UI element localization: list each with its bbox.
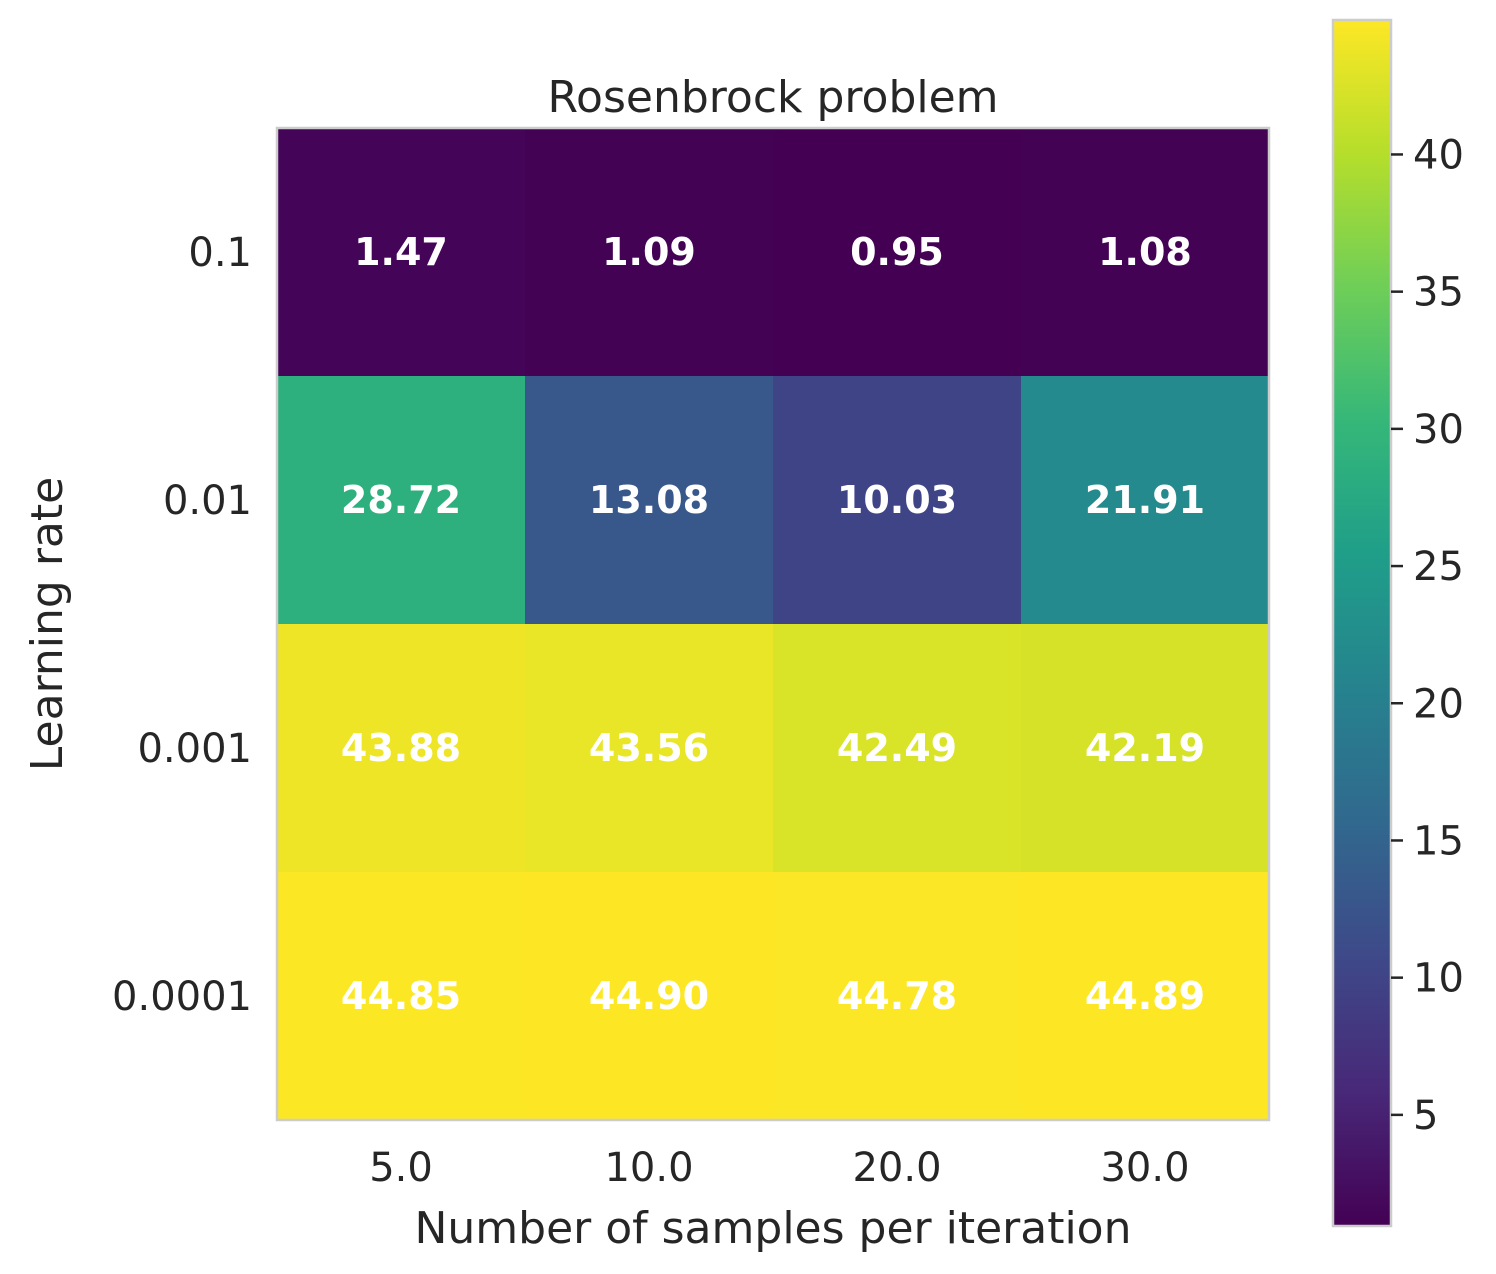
cell-value-label: 44.85	[341, 974, 461, 1018]
heatmap-cell	[773, 872, 1022, 1121]
heatmap-cell	[525, 128, 774, 377]
colorbar-tick-label: 10	[1413, 956, 1464, 1002]
colorbar-tick-label: 35	[1413, 270, 1464, 316]
cell-value-label: 1.08	[1098, 230, 1192, 274]
colorbar-tick-label: 5	[1413, 1093, 1438, 1139]
x-tick-label: 10.0	[604, 1145, 693, 1191]
heatmap-cell	[1021, 872, 1270, 1121]
heatmap-cell	[277, 376, 526, 625]
heatmap-cell-labels: 1.47 1.09 0.95 1.08 28.72 13.08 10.03 21.91 43.8…	[341, 230, 1205, 1018]
heatmap-cell	[277, 624, 526, 873]
cell-value-label: 43.56	[589, 726, 709, 770]
heatmap-cell	[525, 376, 774, 625]
cell-value-label: 43.88	[341, 726, 461, 770]
colorbar-tick-label: 15	[1413, 818, 1464, 864]
colorbar-tick-label: 20	[1413, 681, 1464, 727]
heatmap-cell	[773, 376, 1022, 625]
y-tick-label: 0.1	[188, 230, 252, 276]
y-tick-label: 0.001	[137, 726, 252, 772]
colorbar-tick-label: 25	[1413, 544, 1464, 590]
cell-value-label: 1.09	[602, 230, 696, 274]
cell-value-label: 13.08	[589, 478, 709, 522]
cell-value-label: 42.49	[837, 726, 957, 770]
colorbar-gradient	[1333, 20, 1391, 1226]
cell-value-label: 42.19	[1085, 726, 1205, 770]
cell-value-label: 21.91	[1085, 478, 1205, 522]
x-tick-label: 20.0	[852, 1145, 941, 1191]
x-tick-label: 30.0	[1100, 1145, 1189, 1191]
cell-value-label: 1.47	[354, 230, 448, 274]
cell-value-label: 28.72	[341, 478, 461, 522]
x-tick-label: 5.0	[369, 1145, 433, 1191]
y-tick-label: 0.0001	[112, 974, 252, 1020]
heatmap-cell	[525, 624, 774, 873]
y-axis-label: Learning rate	[22, 477, 73, 771]
plot-frame	[275, 126, 1271, 1122]
colorbar: 5 10 15 20 25 30 35 40	[1331, 18, 1464, 1228]
heatmap-cell	[773, 624, 1022, 873]
cell-value-label: 44.78	[837, 974, 957, 1018]
chart-title: Rosenbrock problem	[547, 72, 998, 123]
heatmap-cell	[277, 872, 526, 1121]
heatmap-cell	[1021, 376, 1270, 625]
heatmap-cell	[525, 872, 774, 1121]
colorbar-frame	[1331, 18, 1393, 1228]
heatmap-cell	[773, 128, 1022, 377]
heatmap-cell	[277, 128, 526, 377]
y-tick-label: 0.01	[163, 478, 252, 524]
x-axis-ticks: 5.0 10.0 20.0 30.0	[369, 1145, 1189, 1191]
cell-value-label: 44.89	[1085, 974, 1205, 1018]
x-axis-label: Number of samples per iteration	[415, 1203, 1132, 1254]
y-axis-ticks: 0.1 0.01 0.001 0.0001	[112, 230, 252, 1020]
heatmap-cells	[277, 128, 1270, 1121]
colorbar-tick-label: 30	[1413, 407, 1464, 453]
cell-value-label: 44.90	[589, 974, 709, 1018]
cell-value-label: 10.03	[837, 478, 957, 522]
colorbar-ticks: 5 10 15 20 25 30 35 40	[1391, 132, 1464, 1139]
heatmap-cell	[1021, 624, 1270, 873]
colorbar-tick-label: 40	[1413, 132, 1464, 178]
heatmap-cell	[1021, 128, 1270, 377]
cell-value-label: 0.95	[850, 230, 944, 274]
